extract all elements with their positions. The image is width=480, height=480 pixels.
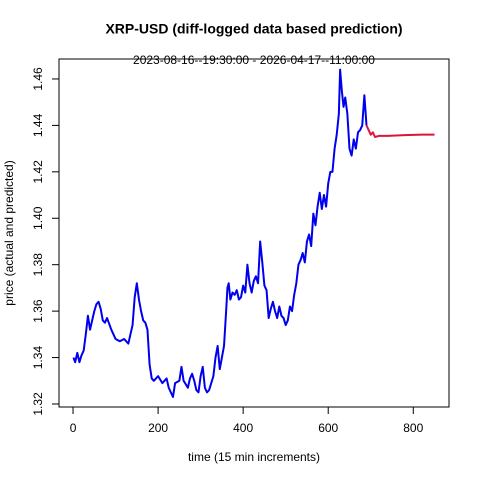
plot-box: [58, 58, 450, 408]
x-tick-label: 200: [148, 421, 168, 435]
chart-subtitle: 2023-08-16--19:30:00 - 2026-04-17--11:00…: [133, 53, 375, 67]
y-tick-label: 1.40: [31, 206, 45, 230]
series-line: [72, 68, 368, 399]
y-tick-label: 1.46: [31, 67, 45, 91]
y-tick-label: 1.42: [31, 160, 45, 184]
x-tick-label: 800: [403, 421, 423, 435]
chart-title: XRP-USD (diff-logged data based predicti…: [105, 21, 402, 37]
y-tick-label: 1.34: [31, 346, 45, 370]
x-tick-label: 600: [318, 421, 338, 435]
x-tick-label: 0: [70, 421, 77, 435]
series-line: [365, 124, 435, 139]
x-tick-label: 400: [233, 421, 253, 435]
y-tick-label: 1.32: [31, 392, 45, 416]
y-axis-label: price (actual and predicted): [2, 160, 16, 305]
x-axis-label: time (15 min increments): [188, 450, 320, 464]
y-tick-label: 1.38: [31, 253, 45, 277]
y-tick-label: 1.36: [31, 299, 45, 323]
y-tick-label: 1.44: [31, 113, 45, 137]
